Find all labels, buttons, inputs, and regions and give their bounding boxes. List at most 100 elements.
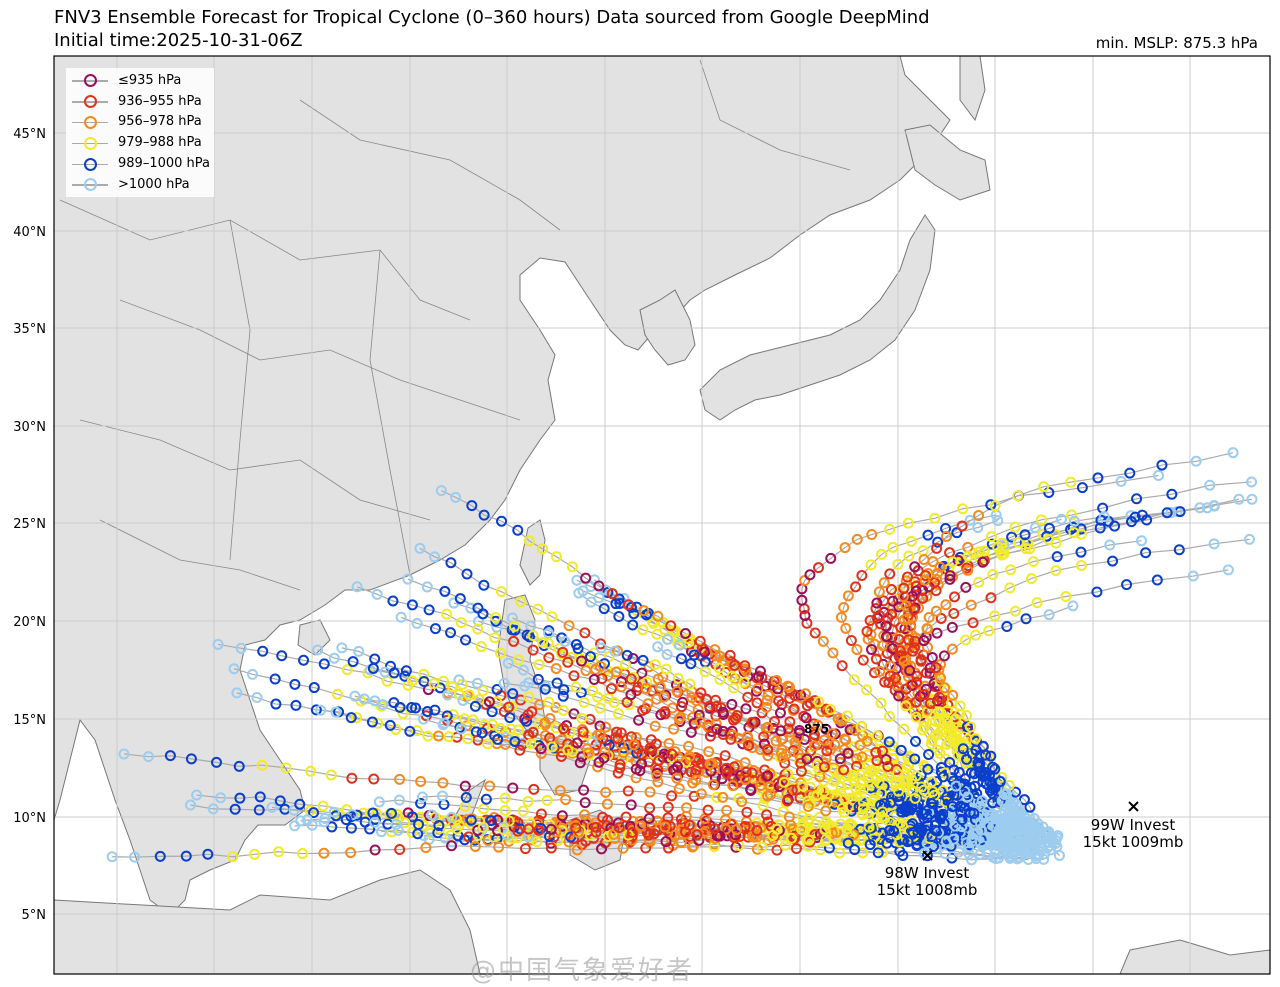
track-point-marker xyxy=(550,551,562,563)
track-point-marker xyxy=(229,803,241,815)
track-point-marker xyxy=(685,658,697,670)
track-point-marker xyxy=(941,530,953,542)
ensemble-track-line xyxy=(112,844,1019,858)
track-point-marker xyxy=(1012,490,1024,502)
track-point-marker xyxy=(740,703,752,715)
track-point-marker xyxy=(274,795,286,807)
track-point-marker xyxy=(662,842,674,854)
invest-99w-info: 15kt 1009mb xyxy=(1082,833,1184,851)
track-point-marker xyxy=(565,820,577,832)
track-point-marker xyxy=(597,811,609,823)
track-point-marker xyxy=(1013,808,1025,820)
track-point-marker xyxy=(890,672,902,684)
track-point-marker xyxy=(611,726,623,738)
track-point-marker xyxy=(527,630,539,642)
track-point-marker xyxy=(948,607,960,619)
track-point-marker xyxy=(625,689,637,701)
track-point-marker xyxy=(521,629,533,641)
legend-label: 936–955 hPa xyxy=(118,93,202,109)
track-point-marker xyxy=(517,805,529,817)
track-point-marker xyxy=(546,611,558,623)
track-point-marker xyxy=(717,706,729,718)
track-point-marker xyxy=(410,702,422,714)
track-point-marker xyxy=(1012,536,1024,548)
track-point-marker xyxy=(691,829,703,841)
track-point-marker xyxy=(869,792,881,804)
track-point-marker xyxy=(1153,470,1165,482)
track-point-marker xyxy=(503,701,515,713)
track-point-marker xyxy=(698,827,710,839)
track-point-marker xyxy=(447,709,459,721)
track-point-marker xyxy=(512,524,524,536)
track-point-marker xyxy=(740,766,752,778)
track-point-marker xyxy=(543,652,555,664)
track-point-marker xyxy=(212,638,224,650)
track-point-marker xyxy=(625,673,637,685)
track-point-marker xyxy=(1043,533,1055,545)
track-point-marker xyxy=(703,746,715,758)
track-point-marker xyxy=(535,743,547,755)
track-point-marker xyxy=(680,627,692,639)
track-point-marker xyxy=(901,775,913,787)
track-point-marker xyxy=(289,820,301,832)
track-point-marker xyxy=(346,772,358,784)
track-point-marker xyxy=(566,561,578,573)
track-point-marker xyxy=(180,850,192,862)
track-point-marker xyxy=(925,797,937,809)
initial-time: Initial time:2025-10-31-06Z xyxy=(54,30,303,51)
track-point-marker xyxy=(330,706,342,718)
track-point-marker xyxy=(825,552,837,564)
track-point-marker xyxy=(717,725,729,737)
track-point-marker xyxy=(790,843,802,855)
track-point-marker xyxy=(711,723,723,735)
track-point-marker xyxy=(1075,546,1087,558)
track-point-marker xyxy=(326,821,338,833)
track-point-marker xyxy=(394,844,406,856)
track-point-marker xyxy=(818,734,830,746)
track-point-marker xyxy=(809,829,821,841)
track-point-marker xyxy=(973,546,985,558)
track-point-marker xyxy=(345,712,357,724)
track-point-marker xyxy=(877,806,889,818)
track-point-marker xyxy=(702,804,714,816)
track-point-marker xyxy=(911,676,923,688)
lat-tick-label: 45°N xyxy=(13,127,46,142)
track-point-marker xyxy=(964,807,976,819)
track-point-marker xyxy=(669,829,681,841)
track-point-marker xyxy=(1233,493,1245,505)
track-point-marker xyxy=(457,694,469,706)
track-point-marker xyxy=(844,724,856,736)
track-point-marker xyxy=(644,786,656,798)
track-point-marker xyxy=(793,724,805,736)
track-point-marker xyxy=(207,803,219,815)
track-point-marker xyxy=(721,762,733,774)
track-point-marker xyxy=(106,851,118,863)
track-point-marker xyxy=(435,485,447,497)
lat-tick-label: 5°N xyxy=(22,908,47,923)
track-point-marker xyxy=(934,726,946,738)
lat-tick-label: 10°N xyxy=(13,811,46,826)
track-point-marker xyxy=(560,794,572,806)
track-point-marker xyxy=(935,810,947,822)
track-point-marker xyxy=(1208,538,1220,550)
track-point-marker xyxy=(1091,586,1103,598)
track-point-marker xyxy=(820,834,832,846)
track-point-marker xyxy=(699,666,711,678)
track-point-marker xyxy=(395,611,407,623)
track-point-marker xyxy=(400,665,412,677)
track-point-marker xyxy=(366,716,378,728)
track-point-marker xyxy=(489,632,501,644)
track-point-marker xyxy=(590,821,602,833)
track-point-marker xyxy=(596,843,608,855)
track-point-marker xyxy=(921,623,933,635)
track-point-marker xyxy=(939,682,951,694)
track-point-marker xyxy=(455,617,467,629)
track-point-marker xyxy=(505,723,517,735)
track-point-marker xyxy=(1006,531,1018,543)
track-point-marker xyxy=(641,827,653,839)
track-point-marker xyxy=(922,529,934,541)
legend-label: >1000 hPa xyxy=(118,176,190,192)
track-point-marker xyxy=(437,777,449,789)
track-point-marker xyxy=(795,752,807,764)
track-point-marker xyxy=(652,610,664,622)
